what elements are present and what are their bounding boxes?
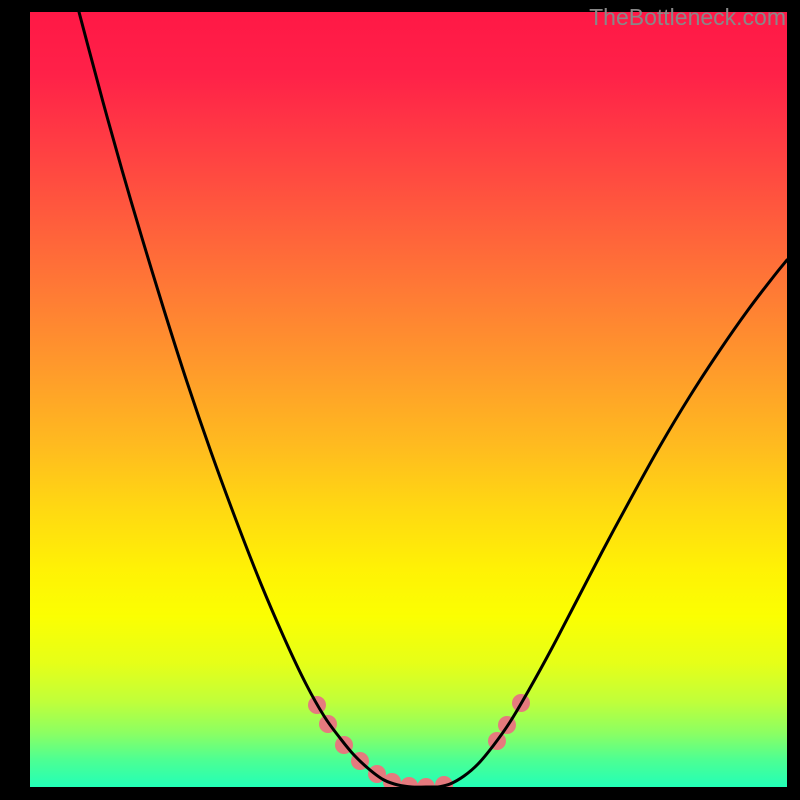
chart-plot-area xyxy=(30,12,787,787)
watermark-text: TheBottleneck.com xyxy=(589,4,786,31)
curve-right xyxy=(438,260,787,787)
bottleneck-curve-svg xyxy=(30,12,787,787)
curve-left xyxy=(79,12,438,787)
